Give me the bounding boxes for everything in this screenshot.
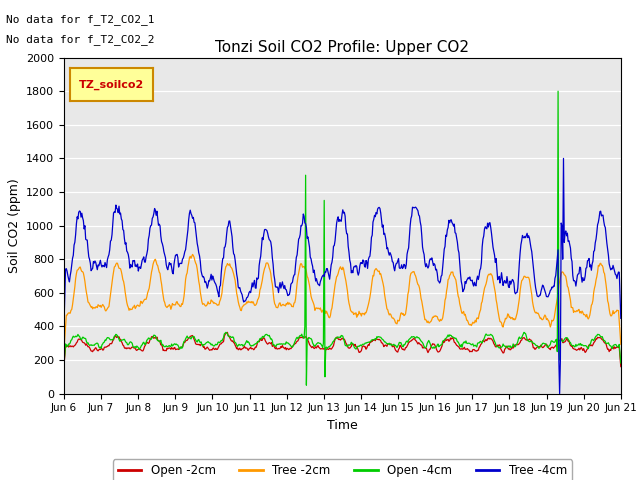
Tree -4cm [70, 242, 78, 248]
Tree -2cm [428, 318, 435, 324]
X-axis label: Time: Time [327, 419, 358, 432]
Open -4cm [184, 335, 192, 341]
Tree -2cm [127, 306, 135, 312]
Tree -4cm [426, 256, 434, 262]
Text: No data for f_T2_CO2_2: No data for f_T2_CO2_2 [6, 34, 155, 45]
Open -4cm [60, 360, 68, 366]
Tree -4cm [617, 315, 625, 321]
Open -4cm [70, 334, 78, 340]
Tree -4cm [214, 288, 221, 293]
Open -4cm [127, 339, 135, 345]
Open -2cm [184, 336, 192, 342]
Line: Tree -2cm: Tree -2cm [64, 254, 621, 350]
Legend: Open -2cm, Tree -2cm, Open -4cm, Tree -4cm: Open -2cm, Tree -2cm, Open -4cm, Tree -4… [113, 459, 572, 480]
Open -2cm [70, 343, 78, 349]
Open -2cm [127, 345, 135, 350]
Tree -2cm [189, 252, 196, 257]
Y-axis label: Soil CO2 (ppm): Soil CO2 (ppm) [8, 178, 20, 273]
Open -4cm [214, 342, 221, 348]
Line: Open -2cm: Open -2cm [64, 332, 621, 367]
Title: Tonzi Soil CO2 Profile: Upper CO2: Tonzi Soil CO2 Profile: Upper CO2 [216, 40, 469, 55]
Tree -2cm [184, 264, 192, 270]
Line: Tree -4cm: Tree -4cm [64, 158, 621, 394]
Tree -4cm [556, 391, 563, 396]
Text: No data for f_T2_CO2_1: No data for f_T2_CO2_1 [6, 14, 155, 25]
Line: Open -4cm: Open -4cm [64, 91, 621, 385]
Open -2cm [60, 363, 68, 369]
Open -4cm [428, 344, 435, 349]
Tree -4cm [559, 156, 567, 161]
Open -4cm [303, 382, 310, 388]
Tree -4cm [127, 264, 135, 269]
Open -2cm [214, 347, 221, 352]
Open -4cm [617, 360, 625, 366]
Open -4cm [554, 88, 562, 94]
Open -4cm [411, 335, 419, 340]
Tree -4cm [60, 321, 68, 327]
Tree -2cm [70, 290, 78, 296]
Open -2cm [617, 364, 625, 370]
Tree -4cm [410, 205, 418, 211]
Open -2cm [223, 329, 231, 335]
Tree -2cm [617, 342, 625, 348]
Tree -2cm [411, 272, 419, 277]
Tree -2cm [60, 347, 68, 353]
Tree -2cm [214, 302, 222, 308]
Open -2cm [428, 344, 435, 349]
Open -2cm [411, 336, 419, 342]
Tree -4cm [184, 227, 192, 233]
